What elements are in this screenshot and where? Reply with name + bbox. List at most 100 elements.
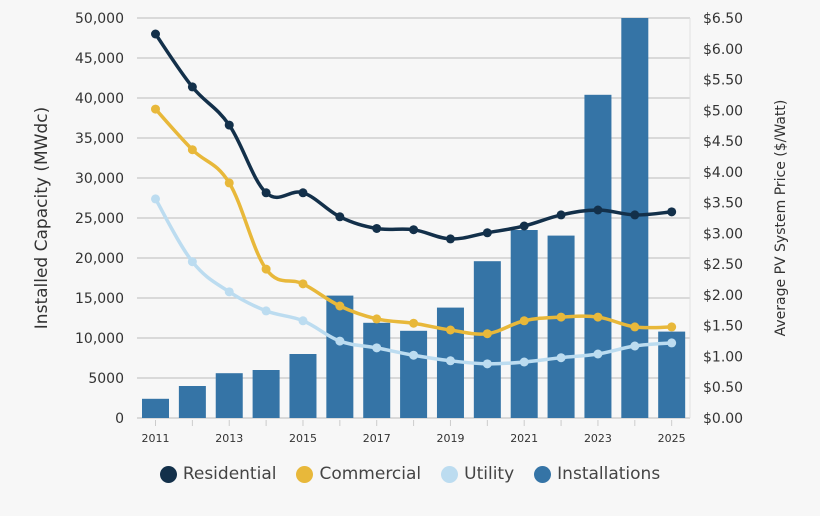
point-commercial-2013 bbox=[224, 178, 234, 188]
y-left-axis-title: Installed Capacity (MWdc) bbox=[32, 107, 52, 329]
y-right-tick-label: $6.00 bbox=[703, 42, 743, 58]
point-residential-2021 bbox=[519, 221, 529, 231]
y-right-tick-label: $5.50 bbox=[703, 73, 743, 89]
x-tick-label: 2017 bbox=[363, 432, 391, 445]
legend-item-installations: Installations bbox=[534, 464, 660, 484]
y-right-axis-title: Average PV System Price ($/Watt) bbox=[773, 100, 789, 337]
point-utility-2014 bbox=[261, 306, 271, 316]
y-left-tick-label: 45,000 bbox=[75, 51, 124, 67]
point-commercial-2019 bbox=[445, 325, 455, 335]
legend-item-utility: Utility bbox=[441, 464, 514, 484]
point-utility-2013 bbox=[224, 287, 234, 297]
legend-item-residential: Residential bbox=[159, 464, 277, 484]
legend-marker-icon bbox=[296, 465, 314, 483]
point-residential-2016 bbox=[335, 212, 345, 222]
bar-installations-2022 bbox=[547, 235, 575, 418]
legend-label: Residential bbox=[182, 464, 277, 484]
bar-installations-2013 bbox=[215, 373, 243, 418]
point-utility-2025 bbox=[667, 338, 677, 348]
y-left-tick-label: 15,000 bbox=[75, 291, 124, 307]
point-residential-2011 bbox=[151, 29, 160, 39]
bar-installations-2018 bbox=[400, 330, 428, 418]
y-right-tick-label: $3.00 bbox=[703, 226, 743, 242]
point-residential-2023 bbox=[593, 205, 603, 215]
point-commercial-2014 bbox=[261, 264, 271, 274]
point-commercial-2016 bbox=[335, 301, 345, 311]
bar-installations-2023 bbox=[584, 94, 612, 419]
bar-installations-2017 bbox=[363, 322, 391, 418]
x-tick-label: 2021 bbox=[510, 432, 538, 445]
point-utility-2012 bbox=[187, 257, 197, 267]
point-commercial-2021 bbox=[519, 316, 529, 326]
legend-marker-icon bbox=[534, 465, 552, 483]
point-residential-2018 bbox=[409, 225, 419, 235]
point-commercial-2023 bbox=[593, 312, 603, 322]
point-commercial-2020 bbox=[482, 329, 492, 339]
y-right-tick-label: $0.50 bbox=[703, 380, 743, 396]
legend-label: Utility bbox=[464, 464, 515, 484]
y-left-tick-label: 5000 bbox=[88, 371, 124, 387]
point-utility-2016 bbox=[335, 336, 345, 346]
legend-marker-icon bbox=[441, 465, 459, 483]
bar-installations-2014 bbox=[252, 370, 280, 418]
point-commercial-2017 bbox=[372, 314, 382, 324]
point-utility-2011 bbox=[151, 194, 160, 204]
y-right-tick-label: $0.00 bbox=[703, 411, 743, 427]
point-residential-2015 bbox=[298, 188, 308, 198]
legend-label: Commercial bbox=[319, 464, 422, 484]
point-utility-2022 bbox=[556, 353, 566, 363]
point-residential-2025 bbox=[667, 207, 677, 217]
y-left-tick-label: 25,000 bbox=[75, 211, 124, 227]
y-left-tick-label: 40,000 bbox=[75, 91, 124, 107]
point-commercial-2025 bbox=[667, 322, 677, 332]
point-residential-2017 bbox=[372, 223, 382, 233]
y-left-tick-label: 30,000 bbox=[75, 171, 124, 187]
x-tick-label: 2013 bbox=[215, 432, 243, 445]
point-commercial-2018 bbox=[409, 318, 419, 328]
point-commercial-2022 bbox=[556, 312, 566, 322]
y-left-tick-label: 35,000 bbox=[75, 131, 124, 147]
point-residential-2013 bbox=[224, 120, 234, 130]
legend: Residential Commercial Utility Installation… bbox=[0, 464, 820, 484]
combo-chart: 0 5000 10,000 15,000 20,000 25,000 30,000 35,00… bbox=[32, 11, 789, 445]
point-commercial-2011 bbox=[151, 104, 160, 114]
x-tick-label: 2011 bbox=[142, 432, 170, 445]
bar-installations-2020 bbox=[473, 261, 501, 418]
point-utility-2020 bbox=[482, 359, 492, 369]
y-left-tick-label: 0 bbox=[115, 411, 124, 427]
x-tick-label: 2019 bbox=[436, 432, 464, 445]
x-tick-label: 2023 bbox=[584, 432, 612, 445]
x-tick-label: 2015 bbox=[289, 432, 317, 445]
y-right-tick-label: $4.50 bbox=[703, 134, 743, 150]
y-right-tick-label: $3.50 bbox=[703, 196, 743, 212]
point-utility-2023 bbox=[593, 349, 603, 359]
point-utility-2024 bbox=[630, 341, 640, 351]
legend-item-commercial: Commercial bbox=[296, 464, 421, 484]
legend-label: Installations bbox=[557, 464, 661, 484]
y-right-tick-label: $1.50 bbox=[703, 319, 743, 335]
point-commercial-2015 bbox=[298, 279, 308, 289]
point-utility-2018 bbox=[409, 350, 419, 360]
point-residential-2022 bbox=[556, 210, 566, 220]
y-right-tick-label: $2.50 bbox=[703, 257, 743, 273]
bar-installations-2015 bbox=[289, 354, 317, 418]
bar-installations-2016 bbox=[326, 295, 354, 418]
y-left-tick-label: 20,000 bbox=[75, 251, 124, 267]
y-right-tick-label: $4.00 bbox=[703, 165, 743, 181]
legend-marker-icon bbox=[159, 465, 177, 483]
y-right-tick-label: $2.00 bbox=[703, 288, 743, 304]
x-tick-label: 2025 bbox=[658, 432, 686, 445]
point-residential-2024 bbox=[630, 210, 640, 220]
y-left-tick-label: 10,000 bbox=[75, 331, 124, 347]
y-right-tick-label: $6.50 bbox=[703, 11, 743, 27]
bar-installations-2011 bbox=[142, 398, 169, 418]
y-right-tick-label: $5.00 bbox=[703, 103, 743, 119]
y-right-tick-label: $1.00 bbox=[703, 349, 743, 365]
point-commercial-2012 bbox=[187, 145, 197, 155]
y-left-tick-label: 50,000 bbox=[75, 11, 124, 27]
point-utility-2021 bbox=[519, 357, 529, 367]
point-residential-2012 bbox=[187, 82, 197, 92]
point-residential-2020 bbox=[482, 228, 492, 238]
point-commercial-2024 bbox=[630, 322, 640, 332]
bar-installations-2012 bbox=[178, 386, 206, 418]
